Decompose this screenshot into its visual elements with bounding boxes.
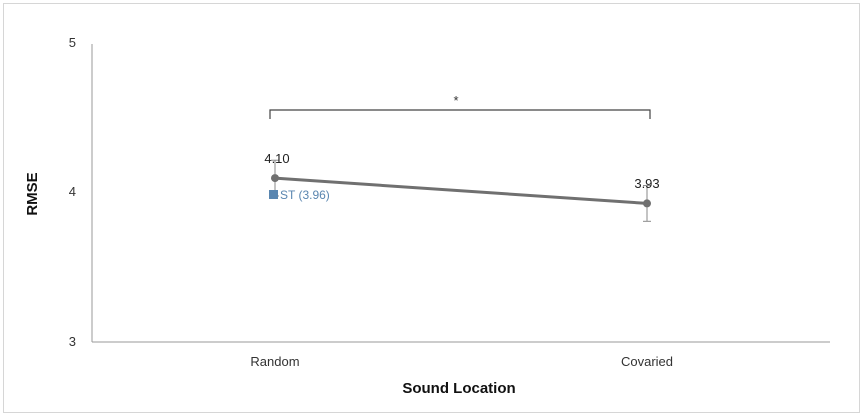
series-line <box>274 176 648 205</box>
chart-frame: 5 4 3 Random Covaried Sound Location RMS… <box>3 3 860 413</box>
x-axis-title: Sound Location <box>402 380 515 397</box>
data-label-covaried: 3.93 <box>634 176 659 191</box>
reference-label: ST (3.96) <box>280 188 330 202</box>
series-layer <box>271 159 651 222</box>
significance-asterisk: * <box>453 93 458 108</box>
y-tick-label: 4 <box>69 184 76 199</box>
x-tick-label-random: Random <box>250 354 299 369</box>
y-axis-title: RMSE <box>24 172 41 215</box>
data-label-random: 4.10 <box>264 151 289 166</box>
data-point <box>643 199 651 208</box>
reference-marker <box>269 190 278 199</box>
significance-bracket <box>269 109 651 119</box>
y-tick-label: 3 <box>69 334 76 349</box>
y-tick-label: 5 <box>69 35 76 50</box>
data-point <box>271 174 279 183</box>
line-chart: 5 4 3 Random Covaried Sound Location RMS… <box>24 35 830 397</box>
x-tick-label-covaried: Covaried <box>621 354 673 369</box>
